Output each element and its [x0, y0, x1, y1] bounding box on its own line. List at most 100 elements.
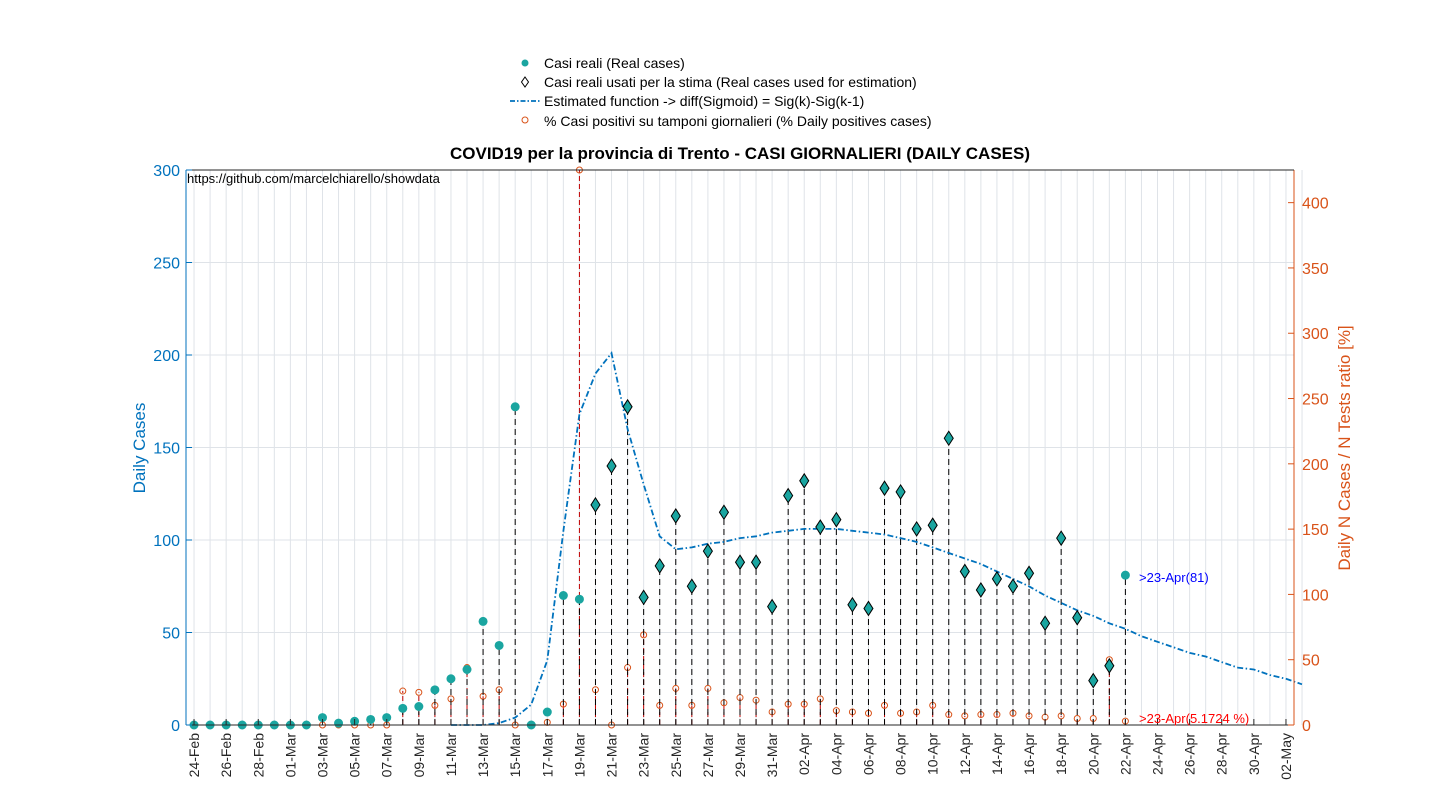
ratio-point [415, 688, 423, 696]
y-tick-label-right: 150 [1302, 522, 1329, 539]
case-point [1120, 570, 1130, 580]
y-tick-label-left: 100 [153, 533, 180, 550]
legend-entry-estimated: Estimated function -> diff(Sigmoid) = Si… [544, 93, 864, 109]
case-point-used [895, 483, 906, 500]
case-point-used [863, 600, 874, 617]
case-point-used [911, 520, 922, 537]
case-point-used [590, 496, 601, 513]
case-stems [321, 406, 1126, 725]
axes: 0 50 100 150 200 250 300 0 50 100 150 200 250 300 350 4… [153, 163, 1329, 780]
x-tick-label: 09-Mar [411, 733, 427, 778]
y-axis-label-right: Daily N Cases / N Tests ratio [%] [1335, 325, 1354, 570]
x-tick-label: 04-Apr [828, 733, 844, 775]
x-tick-label: 02-Apr [796, 733, 812, 775]
legend-marker-ratio [521, 116, 529, 124]
x-tick-label: 28-Apr [1214, 733, 1230, 775]
case-point-used [750, 554, 762, 571]
legend-entry-used: Casi reali usati per la stima (Real case… [544, 74, 917, 90]
legend-marker-cases [521, 59, 529, 67]
case-point-used [718, 504, 730, 521]
case-point-used [847, 596, 858, 613]
chart-title: COVID19 per la provincia di Trento - CAS… [450, 144, 1030, 163]
case-point-used [622, 398, 633, 415]
case-point-used [991, 570, 1003, 587]
legend-marker-used [520, 76, 530, 88]
x-tick-label: 15-Mar [507, 733, 523, 778]
x-tick-label: 05-Mar [347, 733, 363, 778]
y-tick-label-right: 0 [1302, 718, 1311, 735]
case-point-used [815, 519, 826, 535]
case-point [334, 718, 344, 728]
x-tick-label: 31-Mar [764, 733, 780, 778]
x-tick-label: 28-Feb [250, 733, 266, 778]
y-tick-label-right: 250 [1302, 392, 1329, 409]
x-tick-label: 21-Mar [604, 733, 620, 778]
y-tick-label-left: 0 [171, 718, 180, 735]
case-point [414, 702, 424, 711]
y-tick-label-left: 50 [162, 626, 180, 643]
case-point-used [879, 480, 890, 497]
x-tick-label: 03-Mar [314, 733, 330, 778]
case-point-used [975, 582, 986, 598]
case-point-used [1007, 578, 1019, 595]
case-point [478, 616, 488, 626]
y-tick-label-left: 150 [153, 441, 180, 458]
y-tick-label-left: 200 [153, 348, 180, 365]
y-axis-label-left: Daily Cases [130, 403, 149, 494]
x-tick-label: 23-Mar [636, 733, 652, 778]
x-tick-label: 18-Apr [1053, 733, 1069, 775]
y-tick-label-right: 100 [1302, 587, 1329, 604]
x-tick-label: 25-Mar [668, 733, 684, 778]
x-tick-label: 06-Apr [860, 733, 876, 775]
x-tick-label: 01-Mar [282, 733, 298, 778]
x-tick-label: 27-Mar [700, 733, 716, 778]
case-point-used [1072, 609, 1083, 626]
legend-entry-ratio: % Casi positivi su tamponi giornalieri (… [544, 113, 931, 129]
x-tick-label: 10-Apr [925, 733, 941, 775]
x-tick-label: 30-Apr [1246, 733, 1262, 775]
case-point-used [670, 508, 681, 524]
x-tick-label: 20-Apr [1085, 733, 1101, 775]
x-tick-label: 26-Apr [1182, 733, 1198, 775]
case-point-used [606, 458, 617, 474]
case-point-used [1023, 565, 1035, 582]
case-point [366, 714, 376, 724]
case-point-used [702, 543, 713, 560]
x-tick-label: 29-Mar [732, 733, 748, 778]
x-tick-label: 11-Mar [443, 733, 459, 777]
estimated-function [451, 351, 1303, 726]
legend-box [507, 52, 977, 134]
source-note: https://github.com/marcelchiarello/showd… [187, 171, 441, 186]
x-tick-label: 26-Feb [218, 733, 234, 778]
x-tick-label: 07-Mar [379, 733, 395, 778]
case-point-used [1088, 672, 1099, 689]
case-point-used [638, 589, 649, 606]
case-point-used [767, 598, 778, 615]
case-point-used [1056, 530, 1067, 547]
grid [186, 169, 1303, 726]
x-tick-label: 24-Apr [1150, 733, 1166, 775]
y-tick-label-right: 50 [1302, 653, 1320, 670]
case-point [462, 665, 472, 674]
ratio-point [399, 687, 407, 695]
y-tick-label-right: 350 [1302, 261, 1329, 278]
case-point-used [959, 563, 970, 580]
y-tick-label-left: 300 [153, 163, 180, 180]
case-point-used [686, 578, 697, 595]
case-point-used [1104, 657, 1115, 674]
x-tick-label: 17-Mar [539, 733, 555, 778]
case-point [558, 591, 568, 600]
case-point-used [734, 554, 746, 571]
x-tick-label: 16-Apr [1021, 733, 1037, 775]
case-point-used [943, 430, 954, 447]
case-point [510, 402, 520, 412]
x-tick-label: 19-Mar [571, 733, 587, 778]
case-point [398, 703, 408, 713]
y-tick-label-right: 300 [1302, 326, 1329, 343]
annotation-last-ratio: >23-Apr(5.1724 %) [1139, 711, 1249, 726]
legend-entry-cases: Casi reali (Real cases) [544, 55, 685, 71]
x-tick-label: 02-May [1278, 733, 1294, 780]
x-tick-label: 22-Apr [1117, 733, 1133, 775]
x-tick-label: 12-Apr [957, 733, 973, 775]
